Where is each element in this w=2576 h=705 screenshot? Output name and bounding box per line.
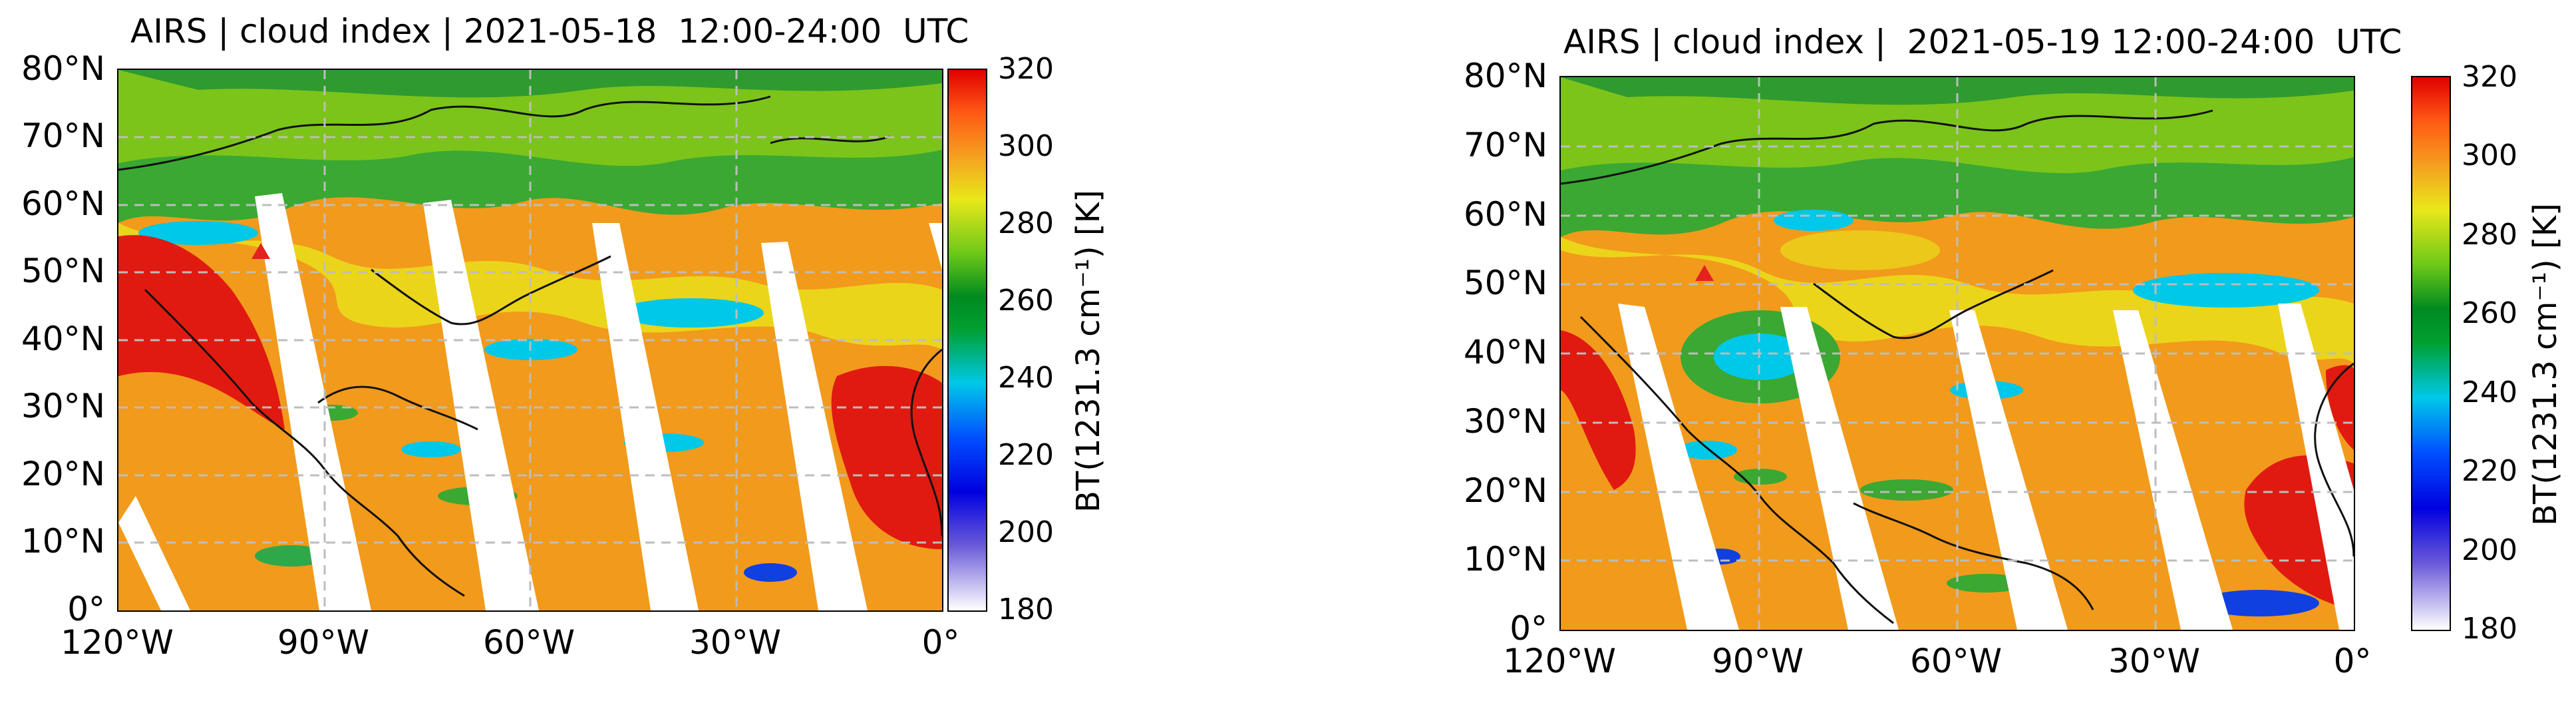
lat-tick: 60°N bbox=[21, 184, 105, 223]
lat-tick: 30°N bbox=[21, 387, 105, 425]
colorbar-tick: 180 bbox=[2462, 612, 2517, 646]
lat-tick: 10°N bbox=[1463, 540, 1547, 579]
map-area bbox=[117, 69, 943, 612]
lat-tick: 80°N bbox=[21, 49, 105, 88]
colorbar-tick: 320 bbox=[998, 52, 1054, 86]
colorbar-label: BT(1231.3 cm⁻¹) [K] bbox=[2527, 203, 2564, 526]
lon-tick: 120°W bbox=[61, 623, 174, 662]
lat-tick: 0° bbox=[1510, 609, 1547, 648]
lat-tick: 70°N bbox=[21, 117, 105, 155]
lon-tick: 120°W bbox=[1503, 642, 1616, 680]
lon-tick: 30°W bbox=[689, 623, 782, 662]
colorbar-tick: 240 bbox=[998, 361, 1054, 395]
map-area bbox=[1559, 76, 2355, 631]
colorbar-tick: 240 bbox=[2462, 375, 2517, 409]
lat-tick: 40°N bbox=[1463, 333, 1547, 371]
lat-tick: 20°N bbox=[21, 455, 105, 493]
lat-tick: 0° bbox=[67, 590, 105, 628]
colorbar-tick: 280 bbox=[2462, 218, 2517, 252]
lon-tick: 60°W bbox=[482, 623, 575, 662]
colorbar bbox=[947, 69, 987, 612]
colorbar-tick: 320 bbox=[2462, 60, 2517, 94]
map-panel-right: AIRS | cloud index | 2021-05-19 12:00-24… bbox=[1288, 0, 2576, 705]
lon-tick: 0° bbox=[921, 623, 960, 662]
brightness-temperature-map bbox=[118, 70, 942, 610]
colorbar-tick: 220 bbox=[998, 438, 1054, 472]
brightness-temperature-map bbox=[1561, 77, 2354, 630]
site-marker bbox=[1695, 265, 1714, 281]
lon-tick: 90°W bbox=[1711, 642, 1804, 680]
colorbar-label: BT(1231.3 cm⁻¹) [K] bbox=[1070, 190, 1107, 513]
lat-tick: 40°N bbox=[21, 320, 105, 358]
lat-tick: 20°N bbox=[1463, 471, 1547, 510]
lat-tick: 80°N bbox=[1463, 57, 1547, 95]
lon-tick: 30°W bbox=[2108, 642, 2201, 680]
lat-tick: 30°N bbox=[1463, 402, 1547, 441]
colorbar-tick: 260 bbox=[998, 284, 1054, 318]
site-marker bbox=[251, 243, 270, 259]
colorbar-tick: 220 bbox=[2462, 454, 2517, 488]
lon-tick: 0° bbox=[2333, 642, 2372, 680]
map-panel-left: AIRS | cloud index | 2021-05-18 12:00-24… bbox=[21, 12, 1107, 662]
colorbar-tick: 260 bbox=[2462, 296, 2517, 330]
colorbar-tick: 180 bbox=[998, 592, 1054, 626]
lat-tick: 50°N bbox=[21, 252, 105, 290]
lat-tick: 60°N bbox=[1463, 195, 1547, 234]
lat-tick: 10°N bbox=[21, 522, 105, 561]
panel-title: AIRS | cloud index | 2021-05-18 12:00-24… bbox=[130, 12, 969, 51]
colorbar-tick: 200 bbox=[2462, 533, 2517, 567]
colorbar bbox=[2411, 76, 2451, 631]
lat-tick: 70°N bbox=[1463, 126, 1547, 164]
lon-tick: 90°W bbox=[277, 623, 370, 662]
colorbar-tick: 300 bbox=[998, 129, 1054, 163]
colorbar-tick: 280 bbox=[998, 206, 1054, 240]
panel-title: AIRS | cloud index | 2021-05-19 12:00-24… bbox=[1563, 23, 2402, 61]
colorbar-tick: 300 bbox=[2462, 138, 2517, 172]
colorbar-tick: 200 bbox=[998, 515, 1054, 549]
lon-tick: 60°W bbox=[1909, 642, 2003, 680]
lat-tick: 50°N bbox=[1463, 264, 1547, 302]
